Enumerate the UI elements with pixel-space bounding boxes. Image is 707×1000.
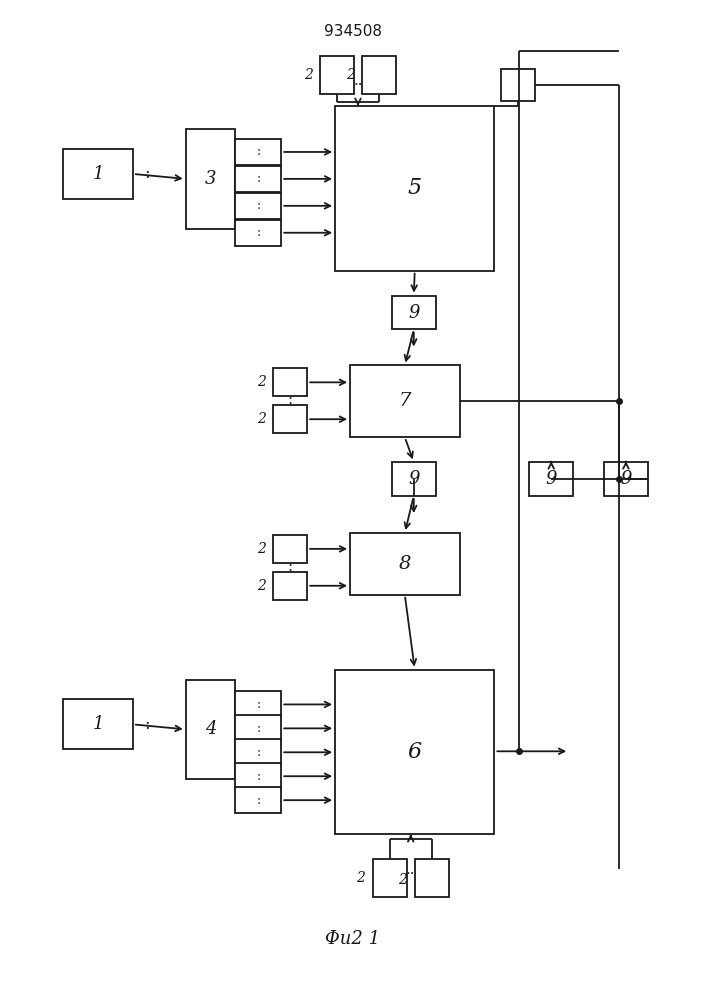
Bar	[186, 129, 235, 229]
Text: :: :	[288, 560, 293, 574]
Bar	[335, 670, 494, 834]
Text: :: :	[257, 722, 260, 735]
Text: 2: 2	[356, 871, 366, 885]
Text: :: :	[144, 716, 150, 733]
Text: ..: ..	[406, 863, 416, 877]
Text: :: :	[144, 165, 150, 182]
Text: 2: 2	[304, 68, 312, 82]
Bar	[320, 56, 354, 94]
Text: 7: 7	[399, 392, 411, 410]
Text: 5: 5	[408, 177, 422, 199]
Text: ..: ..	[354, 74, 363, 88]
Bar	[235, 763, 281, 789]
Text: 1: 1	[92, 715, 104, 733]
Text: 8: 8	[399, 555, 411, 573]
Bar	[392, 462, 436, 496]
Text: 4: 4	[205, 720, 216, 738]
Text: :: :	[257, 145, 260, 158]
Bar	[235, 691, 281, 717]
Bar	[501, 69, 535, 101]
Text: 9: 9	[408, 304, 419, 322]
Bar	[530, 462, 573, 496]
Bar	[335, 106, 494, 271]
Bar	[392, 296, 436, 329]
Text: 9: 9	[620, 470, 631, 488]
Text: 9: 9	[408, 470, 419, 488]
Bar	[63, 149, 133, 199]
Text: :: :	[257, 770, 260, 783]
Bar	[235, 715, 281, 741]
Bar	[350, 533, 460, 595]
Bar	[350, 365, 460, 437]
Bar	[415, 859, 449, 897]
Text: :: :	[257, 746, 260, 759]
Bar	[235, 193, 281, 219]
Text: 6: 6	[408, 741, 422, 763]
Text: 3: 3	[205, 170, 216, 188]
Text: :: :	[257, 698, 260, 711]
Text: :: :	[257, 199, 260, 212]
Bar	[63, 699, 133, 749]
Text: 934508: 934508	[324, 24, 382, 39]
Text: :: :	[257, 226, 260, 239]
Bar	[235, 139, 281, 165]
Text: 9: 9	[546, 470, 557, 488]
Text: :: :	[288, 393, 293, 407]
Text: 2: 2	[398, 873, 407, 887]
Bar	[373, 859, 407, 897]
Bar	[235, 166, 281, 192]
Bar	[235, 220, 281, 246]
Bar	[235, 787, 281, 813]
Text: 1: 1	[92, 165, 104, 183]
Text: Φu2 1: Φu2 1	[325, 930, 380, 948]
Bar	[274, 405, 307, 433]
Text: 2: 2	[257, 375, 266, 389]
Text: 2: 2	[346, 68, 354, 82]
Bar	[186, 680, 235, 779]
Bar	[274, 535, 307, 563]
Bar	[274, 368, 307, 396]
Text: 2: 2	[257, 412, 266, 426]
Text: :: :	[257, 794, 260, 807]
Bar	[362, 56, 396, 94]
Text: 2: 2	[257, 542, 266, 556]
Text: :: :	[257, 172, 260, 185]
Bar	[274, 572, 307, 600]
Text: 2: 2	[257, 579, 266, 593]
Bar	[604, 462, 648, 496]
Bar	[235, 739, 281, 765]
